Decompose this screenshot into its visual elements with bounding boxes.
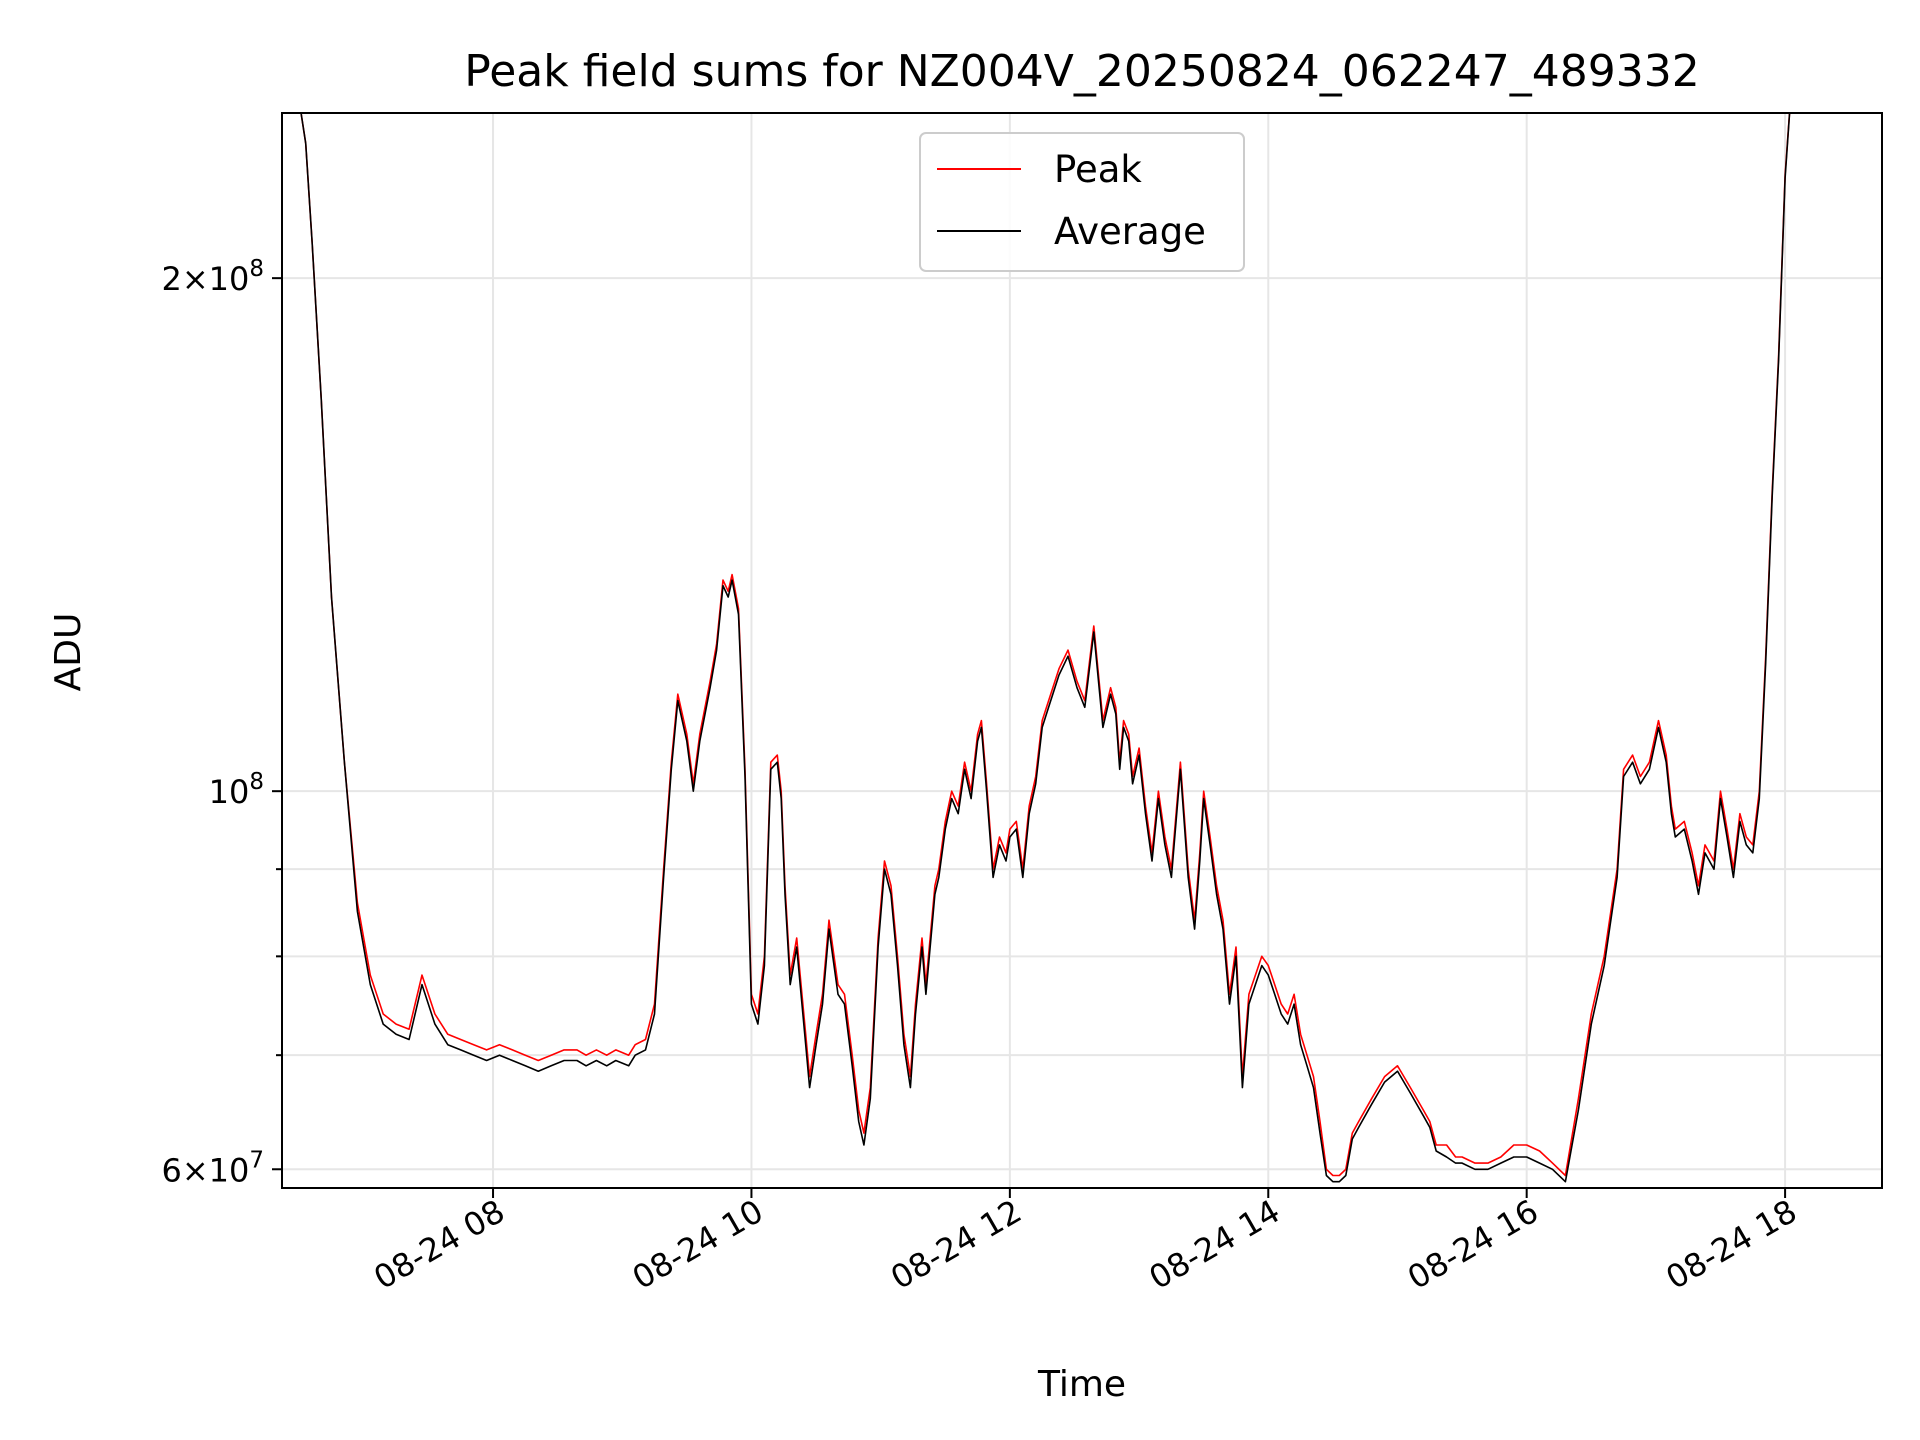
x-axis-label: Time [1037,1364,1126,1405]
series-line-average [300,113,1791,1183]
legend-box [919,132,1245,272]
legend: Peak Average [919,132,1245,272]
legend-label-peak: Peak [1054,148,1142,191]
y-tick-label: 6×107 [161,1147,264,1189]
grid [282,113,1882,1188]
chart-title: Peak field sums for NZ004V_20250824_0622… [464,46,1699,97]
series-layer [300,113,1791,1183]
plot-frame [281,112,1883,1189]
y-axis-label: ADU [48,613,89,692]
y-axis-ticks: 6×107 108 2×108 [161,256,282,1189]
y-tick-label: 2×108 [161,256,264,298]
y-tick-label: 108 [209,769,264,811]
legend-label-average: Average [1054,210,1206,253]
